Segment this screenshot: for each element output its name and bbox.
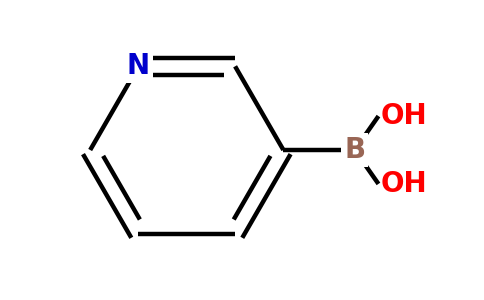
- Text: N: N: [127, 52, 150, 80]
- Text: B: B: [344, 136, 365, 164]
- Text: OH: OH: [381, 102, 427, 130]
- Text: OH: OH: [381, 170, 427, 198]
